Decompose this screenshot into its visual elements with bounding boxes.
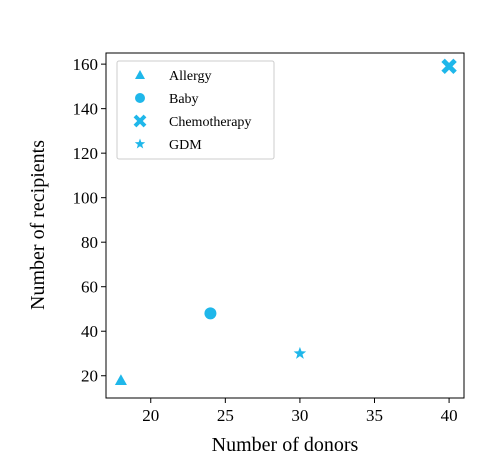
plot-frame	[105, 52, 465, 399]
legend-label-gdm: GDM	[169, 138, 202, 153]
legend-box	[116, 60, 275, 160]
x-tick-label: 30	[291, 406, 308, 425]
y-tick-label: 160	[73, 55, 99, 74]
y-tick-label: 40	[81, 322, 98, 341]
legend-marker-baby	[135, 93, 145, 103]
x-tick-label: 20	[142, 406, 159, 425]
y-tick-label: 60	[81, 278, 98, 297]
legend-marker-gdm	[134, 138, 146, 149]
x-axis: 20 25 30 35 40	[142, 398, 458, 425]
data-point-allergy	[114, 374, 127, 385]
y-tick-label: 80	[81, 233, 98, 252]
y-tick-label: 140	[73, 100, 99, 119]
y-axis: 20 40 60 80 100 120 140 160	[73, 55, 106, 386]
legend-label-allergy: Allergy	[169, 69, 212, 84]
y-tick-label: 120	[73, 144, 99, 163]
legend-label-baby: Baby	[169, 92, 199, 107]
data-point-baby	[204, 307, 217, 320]
x-axis-title: Number of donors	[212, 434, 359, 456]
data-point-chemotherapy	[441, 58, 457, 75]
y-tick-label: 100	[73, 189, 99, 208]
x-tick-label: 25	[217, 406, 234, 425]
y-tick-label: 20	[81, 367, 98, 386]
y-axis-title: Number of recipients	[27, 140, 49, 310]
legend: Allergy Baby Chemotherapy GDM	[116, 60, 275, 160]
x-tick-label: 40	[441, 406, 458, 425]
legend-marker-chemotherapy	[133, 114, 147, 128]
x-tick-label: 35	[366, 406, 383, 425]
data-points	[114, 58, 457, 385]
legend-marker-allergy	[135, 70, 145, 79]
legend-label-chemotherapy: Chemotherapy	[169, 115, 251, 130]
data-point-gdm	[293, 346, 307, 359]
